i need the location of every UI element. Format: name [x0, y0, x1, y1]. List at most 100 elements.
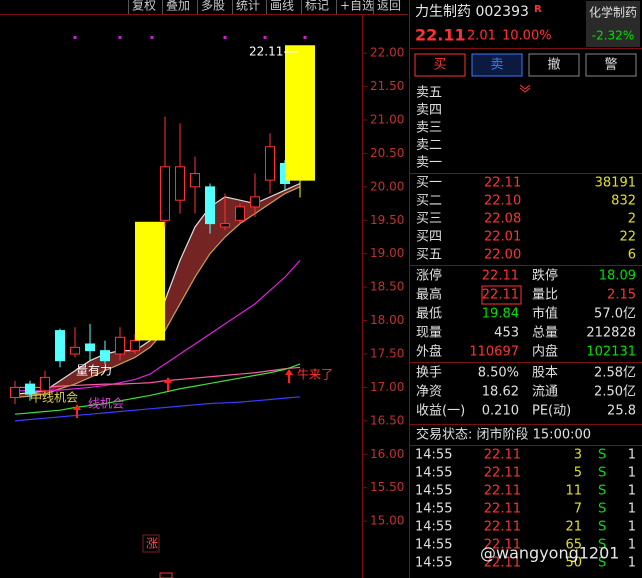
stat-value: 2.58亿: [594, 366, 636, 381]
y-tick-label: 16.50: [370, 413, 404, 427]
candle-body: [40, 376, 50, 392]
candle-body: [135, 221, 165, 341]
y-tick-label: 18.50: [370, 280, 404, 294]
annotation: 量有力: [76, 364, 112, 378]
signal-dot: [263, 36, 267, 39]
price: 22.11: [415, 26, 466, 45]
stat-label: 量比: [532, 288, 558, 303]
trade-cell: S: [598, 502, 606, 517]
highlight-box: [481, 285, 522, 305]
y-tick-label: 19.00: [370, 246, 404, 260]
signal-dot: [303, 36, 307, 39]
stat-label: 总量: [532, 326, 558, 341]
signal-dot: [118, 36, 122, 39]
trade-cell: 22.11: [484, 556, 521, 571]
candle-body: [265, 146, 275, 181]
trade-button[interactable]: [585, 53, 637, 77]
annotation: 中线机会: [30, 390, 78, 405]
toolbar-button[interactable]: 复权: [132, 0, 156, 13]
stat-label: PE(动): [532, 404, 571, 419]
ask-label: 卖三: [416, 121, 442, 136]
stat-value: 22.11: [482, 288, 519, 303]
annotation: 牛来了: [297, 367, 333, 382]
trade-cell: 22.11: [484, 448, 521, 463]
last-price-label: 22.11: [249, 45, 283, 59]
signal-dot: [73, 36, 77, 39]
candle-body: [175, 166, 185, 201]
trade-cell: 1: [628, 502, 636, 517]
y-tick-label: 21.00: [370, 112, 404, 126]
trade-cell: 14:55: [415, 520, 452, 535]
trade-cell: 14:55: [415, 538, 452, 553]
trade-cell: 7: [574, 502, 582, 517]
stock-flag: R: [534, 4, 542, 15]
trade-cell: S: [598, 520, 606, 535]
trade-cell: 3: [574, 448, 582, 463]
stat-label: 净资: [416, 385, 442, 400]
trade-cell: 14:55: [415, 448, 452, 463]
candle-body: [130, 340, 140, 352]
y-tick-label: 17.50: [370, 347, 404, 361]
stat-label: 换手: [416, 366, 442, 381]
y-tick-label: 16.00: [370, 447, 404, 461]
trade-button-label[interactable]: 卖: [490, 58, 503, 73]
trade-cell: S: [598, 448, 606, 463]
candle-body: [285, 45, 315, 181]
trade-cell: 50: [565, 556, 582, 571]
trade-button-label[interactable]: 买: [433, 58, 446, 73]
y-tick-label: 21.50: [370, 79, 404, 93]
trade-button[interactable]: [528, 53, 580, 77]
candle-body: [10, 386, 20, 398]
stat-value: 18.09: [599, 269, 636, 284]
trade-cell: 1: [628, 556, 636, 571]
bid-label: 买二: [416, 194, 442, 209]
toolbar-button[interactable]: 多股: [201, 0, 225, 13]
toolbar-button[interactable]: 叠加: [166, 0, 190, 13]
sector-name[interactable]: 化学制药: [589, 5, 637, 20]
trade-cell: 14:55: [415, 466, 452, 481]
trade-cell: S: [598, 484, 606, 499]
candle-body: [235, 206, 245, 221]
trade-cell: 14:55: [415, 484, 452, 499]
y-tick-label: 15.00: [370, 514, 404, 528]
bid-volume: 6: [628, 248, 636, 263]
toolbar-button[interactable]: +自选: [340, 0, 374, 13]
annotation: 线机会: [88, 397, 124, 411]
trade-cell: 65: [565, 538, 582, 553]
stat-label: 收益(一): [416, 404, 465, 419]
signal-dot: [223, 36, 227, 39]
toolbar-button[interactable]: 返回: [377, 0, 401, 13]
ma-line: [14, 396, 301, 422]
stat-label: 最低: [416, 307, 442, 322]
bid-volume: 832: [611, 194, 636, 209]
ask-label: 卖一: [416, 156, 442, 171]
ma-line: [15, 366, 301, 389]
stat-value: 19.84: [482, 307, 519, 322]
trade-cell: 5: [574, 466, 582, 481]
toolbar-button[interactable]: 画线: [270, 0, 294, 13]
trade-button[interactable]: [471, 53, 523, 77]
trade-button-label[interactable]: 撤: [547, 57, 560, 73]
bid-volume: 38191: [595, 176, 636, 191]
stat-value: 212828: [586, 326, 636, 341]
stat-value: 2.15: [607, 288, 636, 303]
stat-value: 453: [494, 326, 519, 341]
trade-button[interactable]: [414, 53, 466, 77]
toolbar-button[interactable]: 标记: [305, 0, 329, 13]
trade-button-label[interactable]: 警: [604, 57, 617, 73]
signal-arrow: [285, 369, 293, 383]
candle-body: [70, 346, 80, 355]
ma-line: [15, 259, 301, 392]
bid-price: 22.01: [484, 230, 521, 245]
signal-dot: [150, 36, 154, 39]
trade-cell: 14:55: [415, 502, 452, 517]
toolbar-button[interactable]: 统计: [236, 0, 260, 13]
volume-bar: [159, 572, 173, 578]
candle-body: [220, 223, 230, 228]
stat-value: 18.62: [482, 385, 519, 400]
change: 2.01: [467, 29, 496, 44]
trade-cell: 1: [628, 448, 636, 463]
